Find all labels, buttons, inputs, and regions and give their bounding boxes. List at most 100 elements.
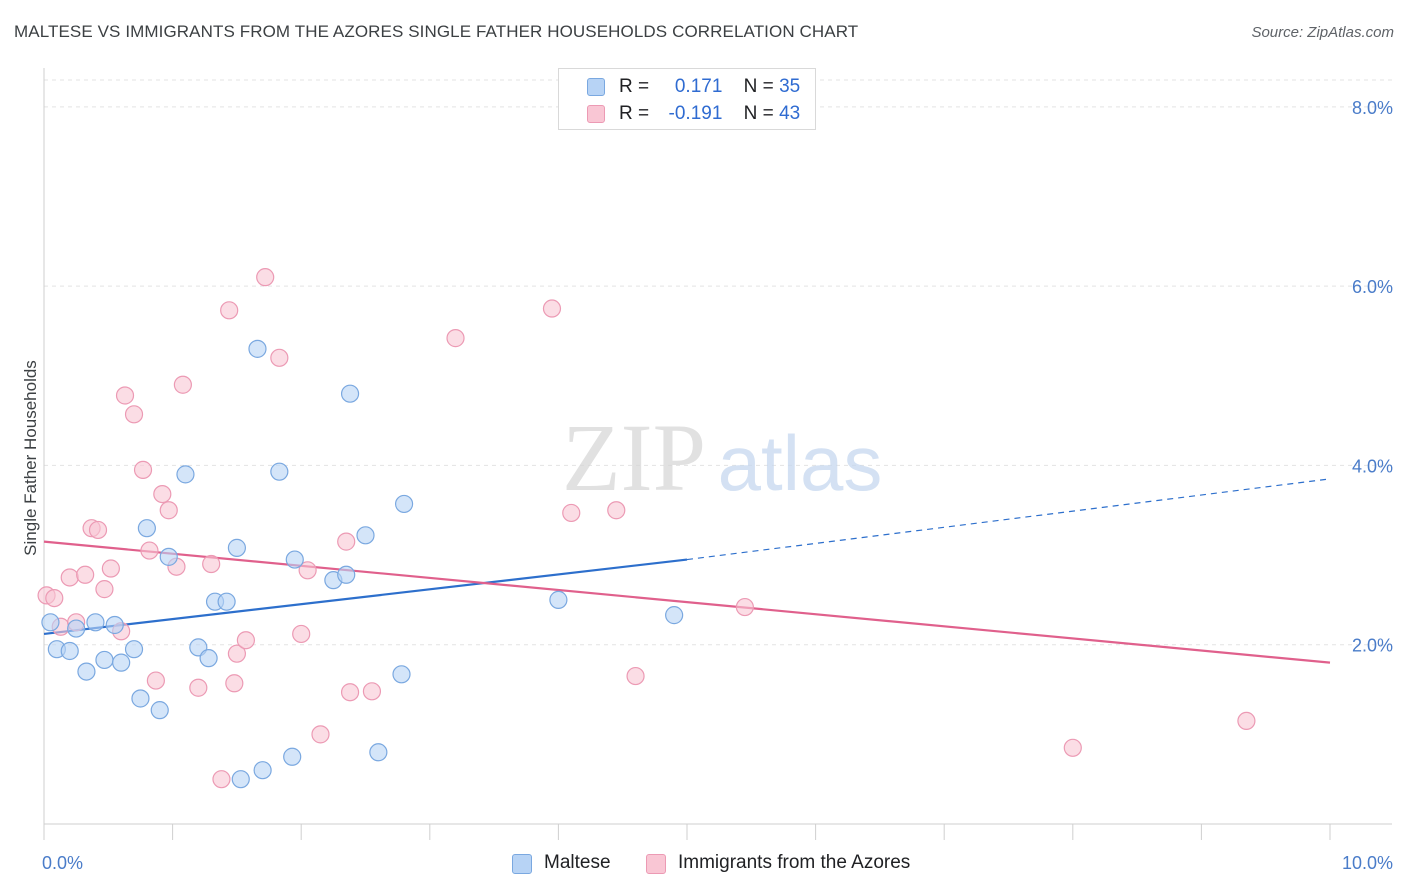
data-point-maltese [369, 743, 388, 762]
data-point-azores [76, 565, 95, 584]
legend-r-label: R = [619, 76, 650, 97]
data-point-azores [735, 597, 754, 617]
data-point-azores [202, 554, 221, 574]
data-point-azores [115, 386, 135, 405]
data-point-azores [626, 666, 645, 686]
trend-line-azores [43, 540, 1331, 664]
data-point-maltese [60, 641, 79, 661]
data-point-maltese [392, 665, 411, 684]
data-point-azores [256, 268, 275, 287]
data-point-maltese [159, 547, 178, 566]
data-point-azores [236, 631, 256, 650]
data-point-azores [340, 683, 360, 702]
data-point-maltese [77, 662, 96, 681]
source-label: Source: ZipAtlas.com [1251, 24, 1394, 41]
legend-r-label: R = [619, 103, 650, 124]
y-tick-label: 2.0% [1352, 636, 1393, 656]
data-point-maltese [340, 384, 360, 403]
data-point-maltese [150, 701, 169, 720]
watermark-atlas: atlas [718, 419, 883, 507]
trend-line-maltese [43, 558, 688, 636]
data-point-maltese [549, 590, 568, 609]
data-point-maltese [105, 615, 124, 635]
data-point-maltese [356, 526, 375, 545]
x-tick-label: 10.0% [1342, 853, 1393, 873]
data-point-azores [88, 520, 108, 540]
data-point-azores [173, 375, 192, 394]
data-point-maltese [95, 650, 114, 670]
legend-n-label: N = [743, 103, 774, 124]
data-point-azores [153, 484, 172, 504]
legend-n-value-azores: 43 [779, 103, 801, 124]
data-point-azores [140, 541, 159, 560]
data-point-maltese [67, 619, 86, 638]
data-point-maltese [131, 689, 150, 708]
legend-r-value-maltese: 0.171 [674, 76, 723, 97]
data-point-maltese [283, 747, 302, 766]
legend-r-value-azores: -0.191 [668, 103, 723, 124]
data-point-maltese [112, 653, 131, 672]
data-point-maltese [285, 550, 304, 569]
data-point-azores [337, 532, 356, 551]
data-point-maltese [337, 565, 356, 584]
chart-title: MALTESE VS IMMIGRANTS FROM THE AZORES SI… [14, 22, 859, 41]
data-point-azores [362, 682, 382, 701]
data-point-maltese [199, 649, 218, 668]
watermark-zip: ZIP [562, 404, 706, 511]
data-point-azores [159, 501, 178, 520]
data-point-maltese [270, 462, 289, 481]
y-axis-label: Single Father Households [21, 360, 40, 556]
data-point-azores [607, 501, 626, 520]
data-point-maltese [124, 640, 144, 659]
data-point-azores [189, 678, 208, 697]
data-point-azores [1237, 711, 1256, 731]
data-point-maltese [86, 613, 105, 632]
data-point-azores [60, 568, 79, 587]
legend-n-label: N = [743, 76, 774, 97]
legend-swatch-maltese [587, 78, 605, 96]
data-points [37, 268, 1256, 789]
data-point-maltese [137, 519, 156, 538]
data-point-azores [45, 588, 64, 608]
data-point-azores [270, 348, 289, 367]
series-swatch-azores [646, 854, 666, 874]
correlation-legend: R = 0.171 N = 35 R = -0.191 N = 43 [558, 68, 816, 130]
data-point-azores [146, 671, 165, 690]
data-point-maltese [41, 613, 60, 632]
x-tick-label: 0.0% [42, 853, 83, 873]
data-point-maltese [176, 465, 195, 484]
y-tick-label: 4.0% [1352, 456, 1393, 476]
data-point-azores [225, 674, 244, 693]
series-label-azores: Immigrants from the Azores [678, 852, 911, 873]
data-point-azores [101, 559, 120, 578]
axes [43, 68, 1392, 840]
data-point-azores [124, 405, 144, 424]
trend-lines [43, 478, 1331, 664]
series-label-maltese: Maltese [544, 852, 611, 873]
data-point-azores [212, 770, 231, 789]
data-point-azores [542, 299, 562, 318]
data-point-maltese [248, 339, 267, 358]
data-point-azores [298, 561, 317, 580]
data-point-azores [1063, 738, 1082, 757]
data-point-azores [133, 460, 153, 479]
y-tick-label: 6.0% [1352, 277, 1393, 297]
data-point-maltese [253, 761, 272, 780]
data-point-maltese [394, 494, 414, 514]
data-point-azores [292, 624, 311, 644]
trend-line-maltese-extension [686, 478, 1331, 561]
data-point-maltese [231, 770, 250, 789]
watermark: ZIP atlas [562, 404, 882, 511]
data-point-azores [95, 580, 114, 599]
legend-swatch-azores [587, 105, 605, 123]
data-point-maltese [217, 592, 236, 611]
tick-labels: 2.0% 4.0% 6.0% 8.0% 0.0% 10.0% [42, 98, 1393, 873]
data-point-azores [227, 644, 246, 663]
y-tick-label: 8.0% [1352, 98, 1393, 118]
data-point-azores [562, 503, 581, 523]
data-point-azores [311, 725, 330, 744]
data-point-azores [446, 329, 465, 348]
series-swatch-maltese [512, 854, 532, 874]
data-point-azores [220, 301, 239, 320]
